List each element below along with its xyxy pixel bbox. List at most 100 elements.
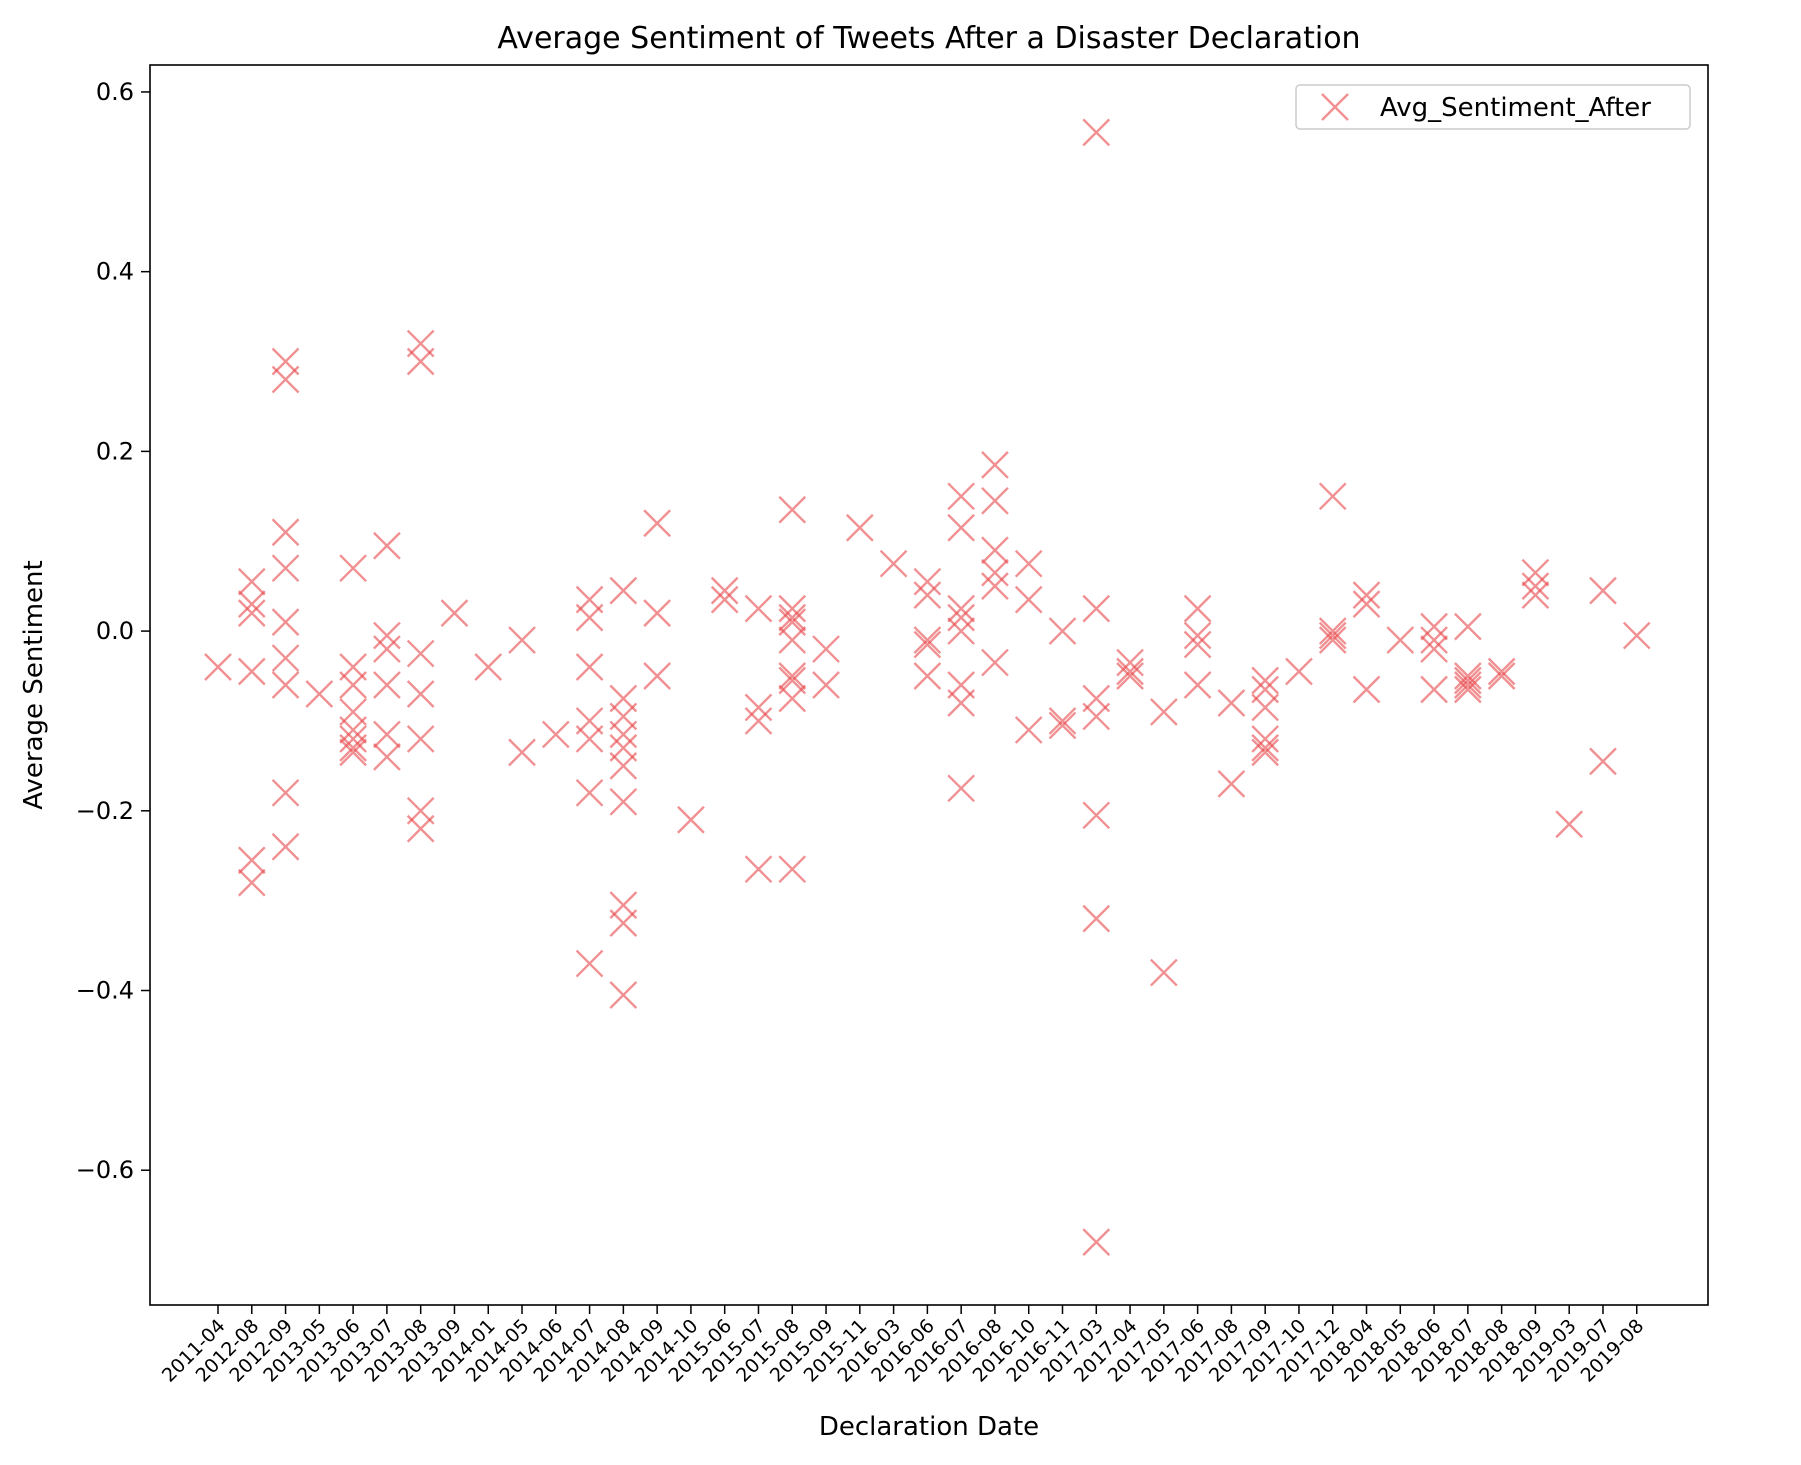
data-point [1082,801,1111,830]
data-point [1082,118,1111,147]
data-point [1622,621,1651,650]
data-point [237,599,266,627]
data-point [575,949,604,978]
data-point [1318,626,1347,654]
data-point [947,603,976,632]
data-point [845,513,874,542]
data-point [1454,662,1482,690]
x-axis-label: Declaration Date [819,1412,1039,1442]
data-point [271,778,300,807]
data-point [271,554,300,583]
data-point [406,680,435,708]
data-point [575,725,604,753]
data-point [1487,657,1516,686]
data-point [1183,621,1212,650]
plot-frame [149,64,1709,1306]
data-point [778,626,807,654]
data-point [339,738,367,767]
data-point [1420,635,1448,663]
y-tick-label: −0.2 [76,797,134,825]
legend-label: Avg_Sentiment_After [1380,93,1651,123]
data-point [947,482,976,511]
data-point [1082,702,1111,731]
data-point [1386,626,1415,654]
data-point [609,720,638,749]
data-point [237,590,266,618]
data-point [879,549,908,578]
data-point [1555,810,1584,839]
data-point [1082,594,1111,623]
data-point [1589,747,1617,776]
data-point [1251,693,1280,722]
data-point [1521,581,1550,609]
data-point [1318,482,1347,511]
y-tick-label: 0.6 [96,78,134,106]
data-point [744,855,773,884]
data-point [609,981,638,1009]
data-point [1521,572,1550,601]
data-point [913,626,942,654]
data-point [609,752,638,780]
data-point [406,725,435,753]
data-point [778,662,807,690]
data-point [1116,657,1144,686]
data-point [609,576,638,605]
data-point [947,689,976,717]
y-tick-label: 0.4 [96,258,134,286]
data-point [981,536,1009,565]
data-point [1454,666,1482,695]
data-point [913,630,942,659]
data-point [913,581,942,609]
data-point [812,671,840,699]
data-point [1082,1228,1111,1256]
data-point [1082,904,1111,933]
data-point [1589,576,1617,605]
data-point [271,832,300,861]
data-point [373,743,401,771]
data-point [339,554,367,583]
data-point [1048,707,1077,735]
data-point [237,657,266,686]
data-point [609,787,638,816]
y-axis-label: Average Sentiment [19,560,49,809]
data-point [406,639,435,668]
data-point [1420,612,1448,641]
data-point [237,567,266,596]
data-point [339,725,367,753]
data-point [575,603,604,632]
data-point [981,648,1009,677]
legend: Avg_Sentiment_After [1295,84,1691,130]
data-point [339,734,367,762]
data-point [643,509,671,538]
data-point [1420,626,1448,654]
data-point [1048,711,1077,740]
data-point [1217,689,1246,717]
data-point [541,720,570,749]
data-point [609,909,638,937]
y-tick-label: 0.0 [96,617,134,645]
data-point [778,495,807,524]
data-point [1251,725,1280,753]
data-point [271,518,300,547]
data-point [1454,671,1482,699]
data-point [271,671,300,699]
data-point [1251,734,1280,762]
data-point [237,846,266,875]
x-axis: 2011-042012-082012-092013-052013-062013-… [158,1305,1648,1387]
data-point [508,626,536,654]
data-point [1352,590,1381,618]
data-point [575,653,604,681]
y-tick-label: −0.4 [76,977,134,1005]
data-point [1183,630,1212,659]
data-point [373,671,401,699]
y-tick-label: −0.6 [76,1156,134,1184]
data-point [913,662,942,690]
data-point [1149,958,1178,987]
data-point [271,608,300,636]
data-point [1048,617,1077,645]
data-point [339,671,367,699]
data-point [778,603,807,632]
data-point [373,621,401,650]
data-point [710,576,739,605]
